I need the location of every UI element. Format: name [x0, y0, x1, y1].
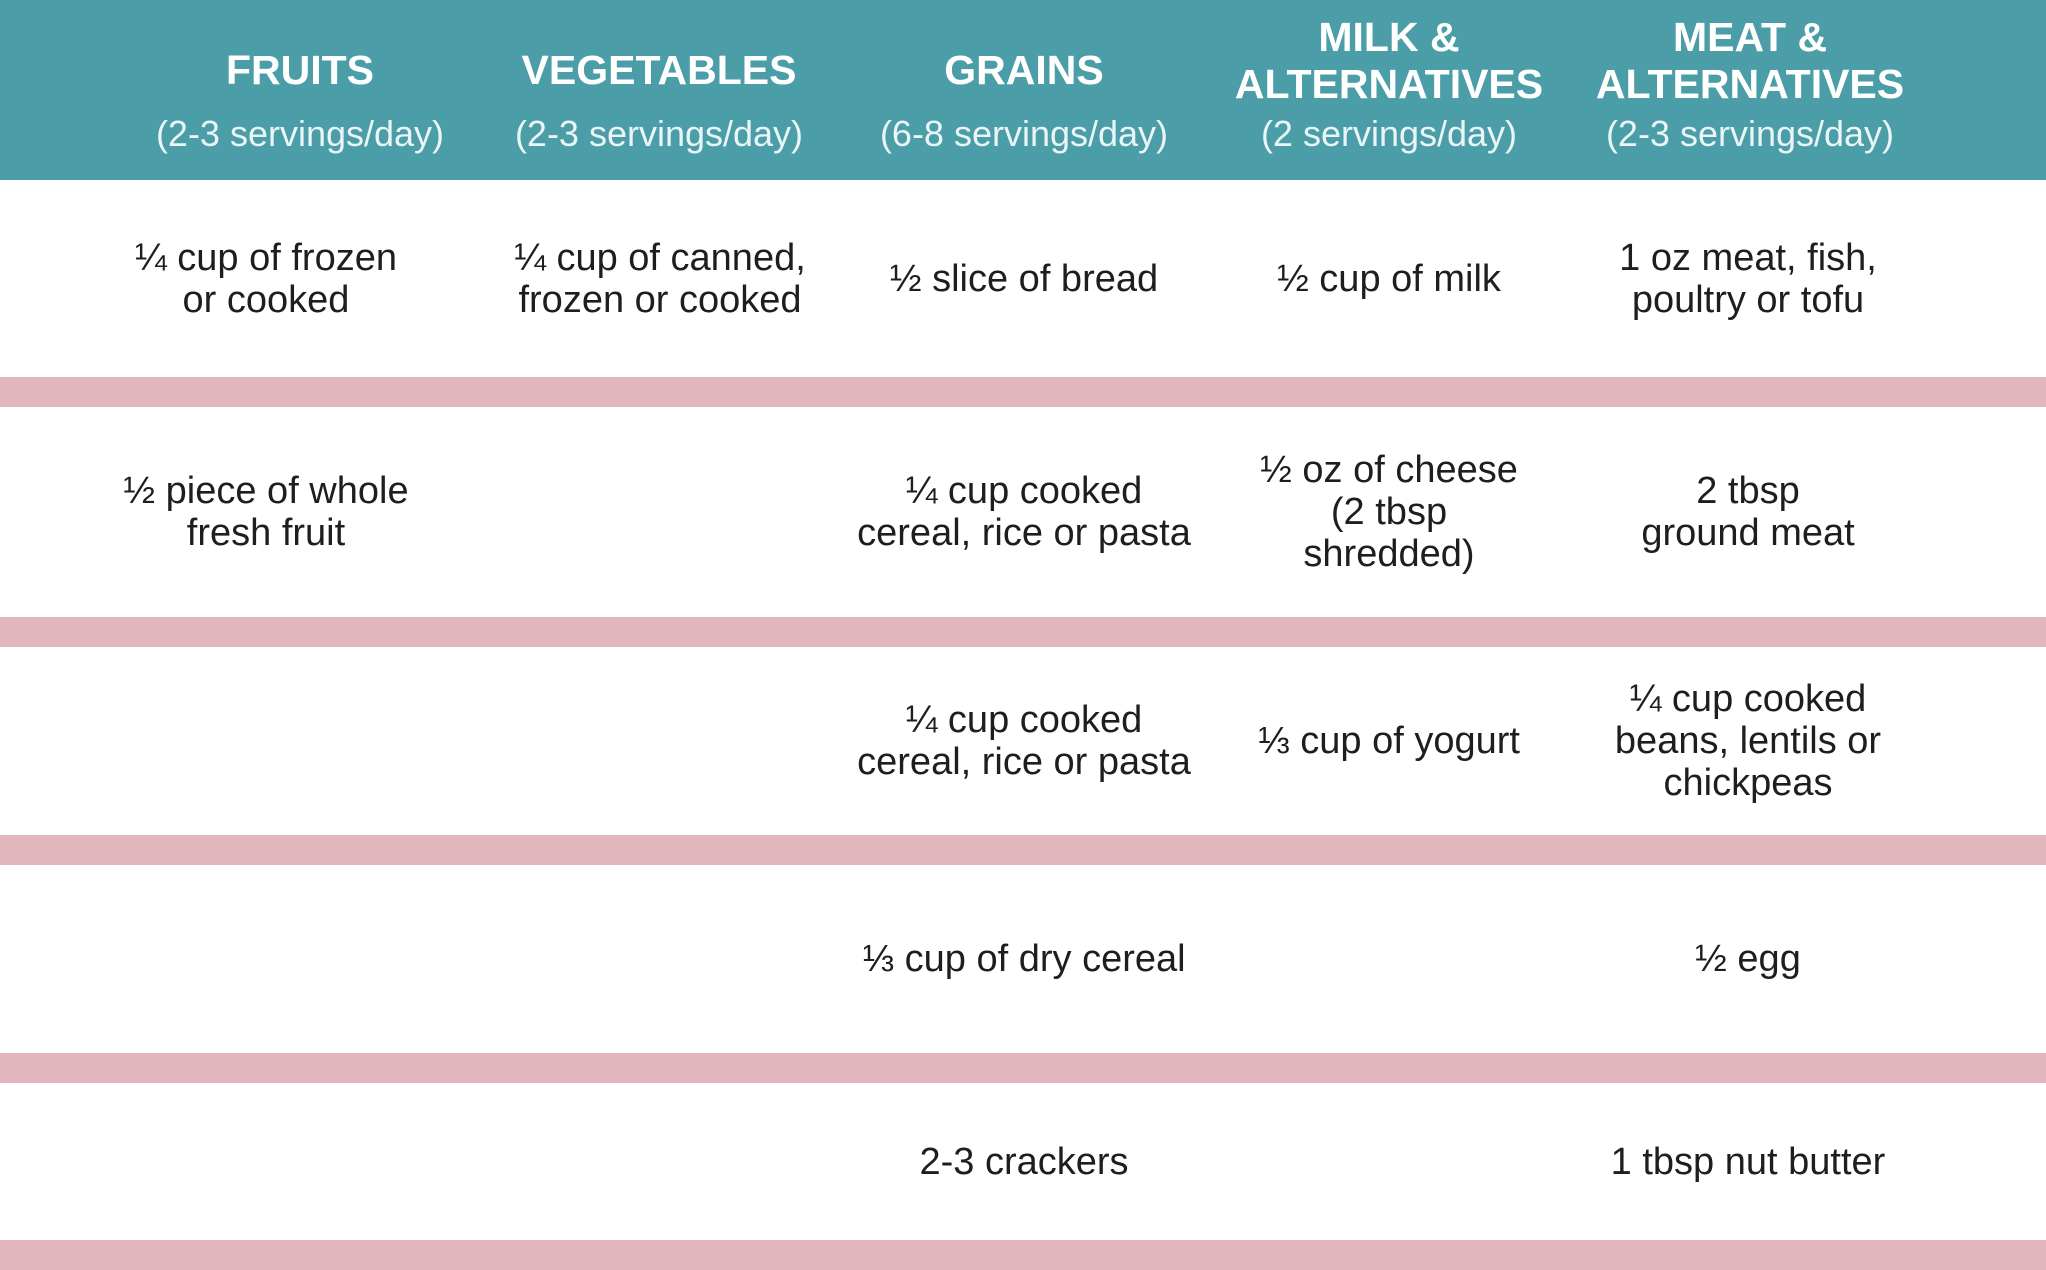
cell-milk [1199, 1083, 1579, 1240]
cell-grains: ¼ cup cooked cereal, rice or pasta [857, 699, 1191, 783]
cell-milk [1199, 865, 1579, 1053]
column-title: GRAINS [944, 47, 1104, 93]
column-title: VEGETABLES [521, 47, 797, 93]
cell-meat: 1 tbsp nut butter [1610, 1140, 1886, 1183]
column-title: MEAT & ALTERNATIVES [1595, 14, 1905, 107]
cell-fruits [76, 1083, 456, 1240]
table-row: ¼ cup cooked cereal, rice or pasta ⅓ cup… [0, 647, 2046, 835]
row-separator [0, 1240, 2046, 1270]
row-separator [0, 617, 2046, 647]
cell-vegetables [470, 865, 850, 1053]
cell-fruits [76, 865, 456, 1053]
cell-meat: 1 oz meat, fish, poultry or tofu [1619, 236, 1877, 321]
table-row: ½ piece of whole fresh fruit ¼ cup cooke… [0, 407, 2046, 617]
table-row: 2-3 crackers 1 tbsp nut butter [0, 1083, 2046, 1240]
cell-vegetables [470, 647, 850, 835]
cell-fruits: ¼ cup of frozen or cooked [135, 236, 397, 321]
table-header: FRUITS (2-3 servings/day) VEGETABLES (2-… [0, 0, 2046, 180]
row-separator [0, 377, 2046, 407]
cell-vegetables [470, 407, 850, 617]
row-separator [0, 835, 2046, 865]
cell-fruits [76, 647, 456, 835]
column-servings: (2-3 servings/day) [514, 113, 804, 154]
cell-meat: ¼ cup cooked beans, lentils or chickpeas [1614, 678, 1882, 804]
table-row: ¼ cup of frozen or cooked ¼ cup of canne… [0, 180, 2046, 377]
cell-grains: ⅓ cup of dry cereal [862, 938, 1186, 980]
cell-grains: 2-3 crackers [919, 1140, 1129, 1183]
cell-meat: ½ egg [1695, 938, 1801, 980]
cell-milk: ⅓ cup of yogurt [1258, 720, 1520, 762]
column-servings: (2-3 servings/day) [155, 113, 445, 154]
header-fruits: FRUITS (2-3 servings/day) [120, 0, 480, 180]
cell-vegetables [470, 1083, 850, 1240]
cell-vegetables: ¼ cup of canned, frozen or cooked [514, 236, 806, 321]
cell-grains: ¼ cup cooked cereal, rice or pasta [857, 470, 1191, 554]
column-servings: (2 servings/day) [1260, 113, 1518, 154]
row-separator [0, 1053, 2046, 1083]
header-meat-alternatives: MEAT & ALTERNATIVES (2-3 servings/day) [1570, 0, 1930, 180]
cell-milk: ½ oz of cheese (2 tbsp shredded) [1260, 449, 1518, 575]
header-grains: GRAINS (6-8 servings/day) [844, 0, 1204, 180]
table-row: ⅓ cup of dry cereal ½ egg [0, 865, 2046, 1053]
header-vegetables: VEGETABLES (2-3 servings/day) [479, 0, 839, 180]
column-title: FRUITS [225, 47, 375, 93]
header-milk-alternatives: MILK & ALTERNATIVES (2 servings/day) [1209, 0, 1569, 180]
cell-grains: ½ slice of bread [889, 257, 1159, 300]
column-servings: (6-8 servings/day) [879, 113, 1169, 154]
cell-meat: 2 tbsp ground meat [1641, 470, 1855, 554]
cell-fruits: ½ piece of whole fresh fruit [123, 470, 409, 554]
column-servings: (2-3 servings/day) [1605, 113, 1895, 154]
column-title: MILK & ALTERNATIVES [1234, 14, 1544, 107]
cell-milk: ½ cup of milk [1277, 257, 1501, 300]
